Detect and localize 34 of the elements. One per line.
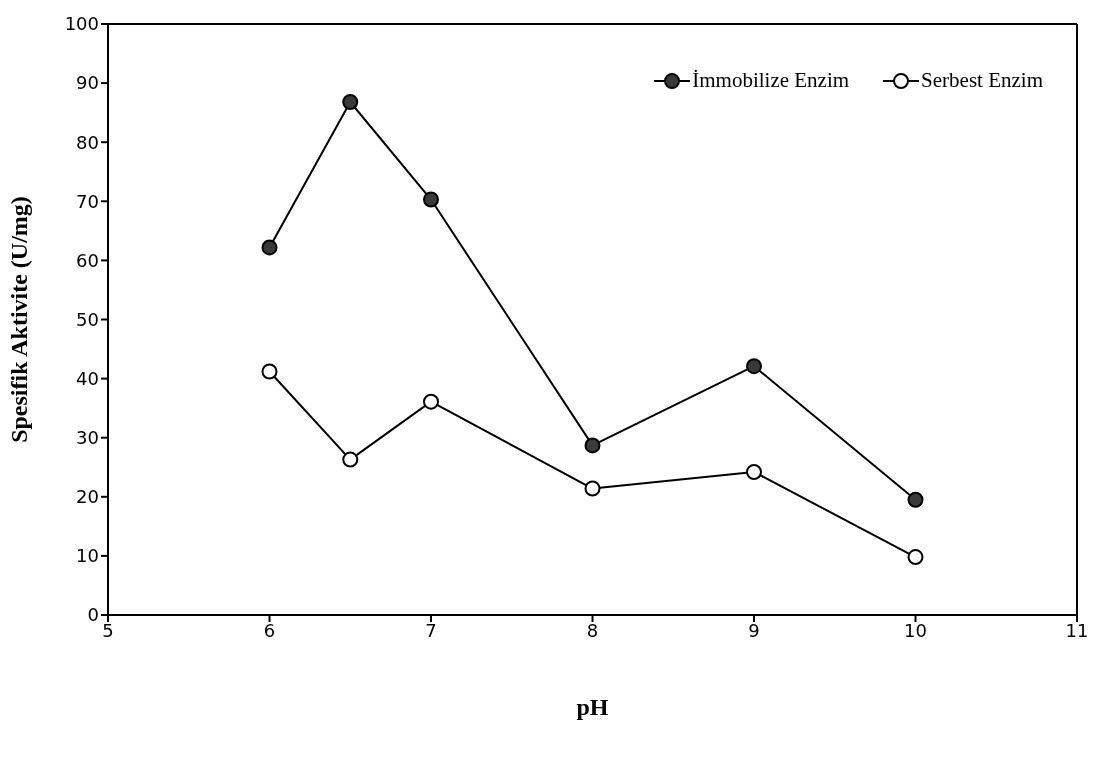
point (584, 480, 601, 497)
point (746, 463, 762, 480)
x-tick-label: 7 (425, 619, 437, 641)
y-tick-label: 100 (64, 13, 99, 35)
y-tick-label: 70 (76, 190, 99, 212)
x-tick-label: 11 (1065, 619, 1089, 641)
point (261, 239, 278, 256)
point (342, 94, 359, 111)
y-tick-label: 30 (76, 427, 99, 449)
point (423, 191, 439, 208)
y-tick-label: 0 (87, 604, 99, 626)
y-axis-title: Spesifik Aktivite (U/mg) (5, 196, 32, 443)
point (907, 549, 924, 566)
legend-label: İmmobilize Enzim (692, 68, 850, 93)
point (261, 363, 278, 380)
point (584, 437, 601, 454)
y-tick-label: 40 (76, 367, 99, 389)
y-tick-label: 20 (76, 486, 99, 508)
y-tick-label: 50 (76, 308, 99, 330)
x-tick-label: 9 (748, 619, 760, 641)
x-tick-label: 6 (263, 619, 276, 641)
x-tick-label: 5 (102, 619, 114, 641)
point (746, 358, 762, 375)
x-tick-label: 10 (904, 619, 927, 641)
y-tick-label: 10 (76, 545, 99, 567)
y-tick-label: 80 (76, 131, 99, 153)
point (423, 393, 439, 410)
x-axis-title: pH (576, 694, 609, 720)
point (907, 491, 924, 508)
y-tick-label: 60 (76, 249, 99, 271)
point (342, 451, 359, 468)
legend-label: Serbest Enzim (921, 68, 1043, 93)
y-tick-label: 90 (76, 72, 99, 94)
x-tick-label: 8 (586, 619, 599, 641)
